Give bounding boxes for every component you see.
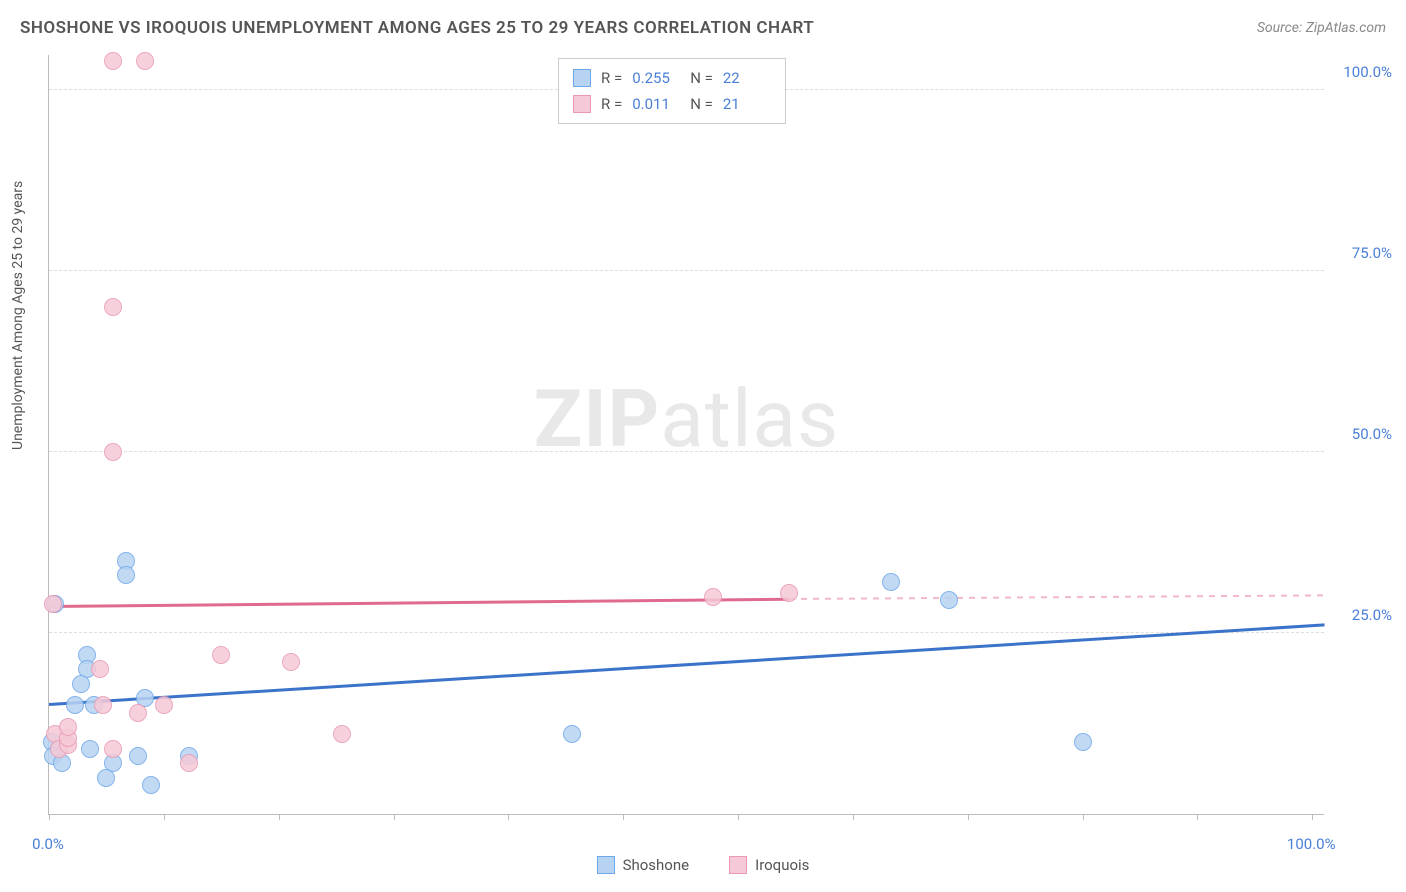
x-tick [279, 814, 280, 820]
x-tick [508, 814, 509, 820]
gridline [49, 632, 1324, 633]
data-point [72, 675, 90, 693]
trend-line [49, 623, 1325, 705]
trend-line [49, 598, 789, 608]
data-point [180, 754, 198, 772]
data-point [282, 653, 300, 671]
watermark-bold: ZIP [534, 372, 661, 466]
stats-row: R = 0.255 N = 22 [573, 65, 771, 91]
legend-item: Iroquois [729, 856, 809, 874]
data-point [704, 588, 722, 606]
y-axis-title: Unemployment Among Ages 25 to 29 years [10, 181, 26, 450]
x-tick [623, 814, 624, 820]
x-tick [1197, 814, 1198, 820]
x-tick [738, 814, 739, 820]
series-legend: Shoshone Iroquois [0, 856, 1406, 874]
x-tick [853, 814, 854, 820]
data-point [117, 566, 135, 584]
stat-r-label: R = [601, 69, 622, 87]
watermark-rest: atlas [660, 372, 839, 466]
x-tick [164, 814, 165, 820]
chart-header: SHOSHONE VS IROQUOIS UNEMPLOYMENT AMONG … [20, 18, 1386, 38]
data-point [142, 776, 160, 794]
data-point [155, 696, 173, 714]
y-tick-label: 75.0% [1352, 244, 1392, 262]
data-point [44, 595, 62, 613]
legend-item: Shoshone [597, 856, 690, 874]
stats-row: R = 0.011 N = 21 [573, 91, 771, 117]
legend-swatch [729, 856, 747, 874]
legend-label: Iroquois [755, 856, 809, 874]
y-tick-label: 50.0% [1352, 425, 1392, 443]
data-point [940, 591, 958, 609]
data-point [97, 769, 115, 787]
legend-label: Shoshone [623, 856, 690, 874]
chart-title: SHOSHONE VS IROQUOIS UNEMPLOYMENT AMONG … [20, 18, 814, 38]
data-point [104, 443, 122, 461]
data-point [59, 718, 77, 736]
series-swatch [573, 69, 591, 87]
scatter-plot-area: ZIPatlas 25.0%50.0%75.0%100.0% [48, 55, 1324, 815]
watermark: ZIPatlas [534, 372, 839, 466]
x-tick [49, 814, 50, 820]
data-point [81, 740, 99, 758]
data-point [104, 52, 122, 70]
y-tick-label: 25.0% [1352, 606, 1392, 624]
data-point [91, 660, 109, 678]
gridline [49, 451, 1324, 452]
trend-line [789, 595, 1325, 601]
y-tick-label: 100.0% [1343, 63, 1392, 81]
x-tick-label: 0.0% [32, 835, 64, 853]
data-point [333, 725, 351, 743]
data-point [563, 725, 581, 743]
gridline [49, 270, 1324, 271]
correlation-stats-box: R = 0.255 N = 22 R = 0.011 N = 21 [558, 58, 786, 124]
stat-r-value: 0.255 [632, 69, 680, 87]
source-attribution: Source: ZipAtlas.com [1257, 20, 1386, 36]
stat-n-value: 21 [723, 95, 771, 113]
x-tick [1083, 814, 1084, 820]
x-tick-label: 100.0% [1287, 835, 1336, 853]
data-point [136, 52, 154, 70]
data-point [212, 646, 230, 664]
data-point [66, 696, 84, 714]
data-point [104, 740, 122, 758]
stat-r-value: 0.011 [632, 95, 680, 113]
stat-r-label: R = [601, 95, 622, 113]
x-tick [968, 814, 969, 820]
data-point [129, 704, 147, 722]
x-tick [394, 814, 395, 820]
stat-n-value: 22 [723, 69, 771, 87]
data-point [94, 696, 112, 714]
data-point [129, 747, 147, 765]
legend-swatch [597, 856, 615, 874]
stat-n-label: N = [690, 95, 713, 113]
data-point [1074, 733, 1092, 751]
data-point [780, 584, 798, 602]
series-swatch [573, 95, 591, 113]
x-tick [1312, 814, 1313, 820]
data-point [882, 573, 900, 591]
stat-n-label: N = [690, 69, 713, 87]
data-point [104, 298, 122, 316]
